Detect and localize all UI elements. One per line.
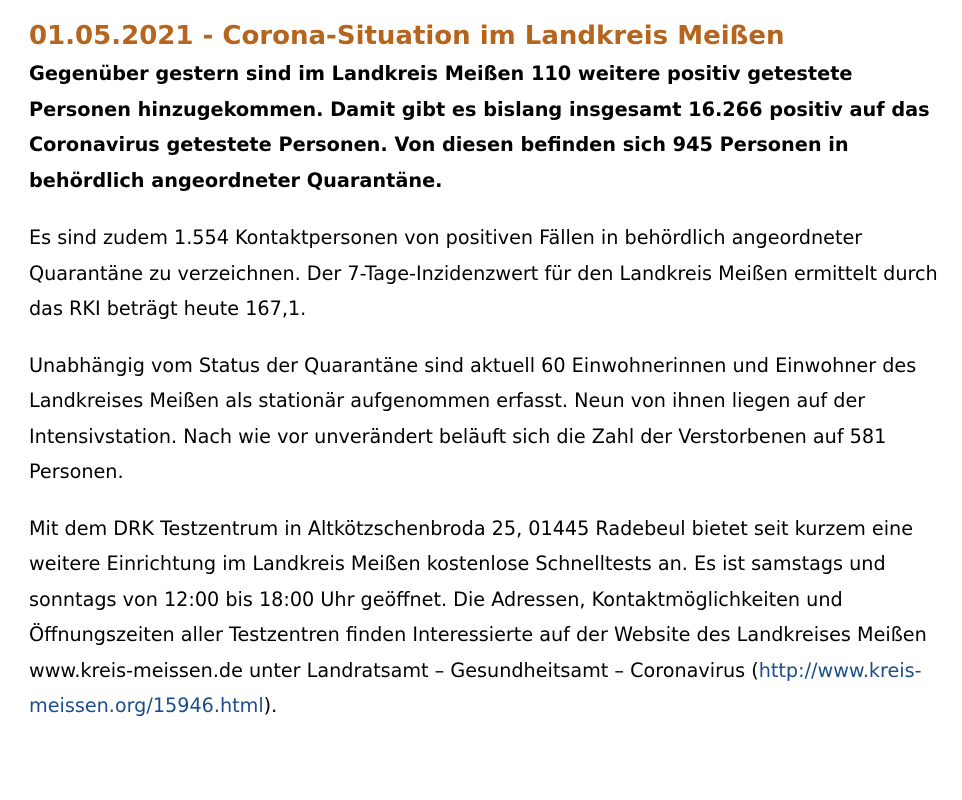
coronavirus-info-link[interactable]: http://www.kreis-meissen.org/15946.html [29, 658, 922, 718]
article-lead: Gegenüber gestern sind im Landkreis Meiß… [29, 62, 930, 192]
testcenter-text: Mit dem DRK Testzentrum in Altkötzschenb… [29, 516, 927, 682]
article: 01.05.2021 - Corona-Situation im Landkre… [29, 21, 942, 724]
paragraph-hospital: Unabhängig vom Status der Quarantäne sin… [29, 353, 917, 484]
paragraph-testcenter: Mit dem DRK Testzentrum in Altkötzschenb… [29, 511, 942, 724]
paragraph-contacts: Es sind zudem 1.554 Kontaktpersonen von … [29, 226, 938, 321]
closing-punctuation: ). [263, 694, 278, 718]
article-title: 01.05.2021 - Corona-Situation im Landkre… [29, 21, 785, 51]
